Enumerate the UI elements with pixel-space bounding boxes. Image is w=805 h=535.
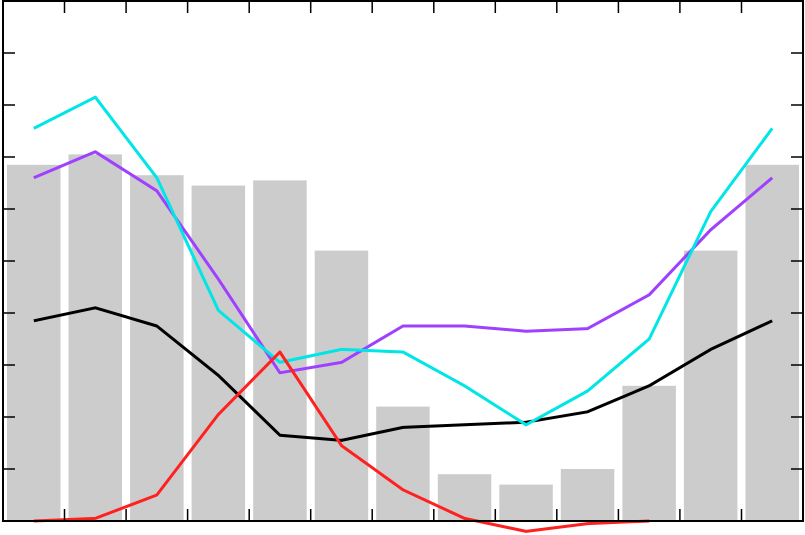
bar-8 bbox=[437, 474, 492, 521]
bar-12 bbox=[683, 250, 738, 521]
ticks-layer bbox=[3, 1, 803, 521]
bar-4 bbox=[191, 185, 246, 521]
series-line-4 bbox=[33, 350, 650, 533]
bar-1 bbox=[7, 164, 61, 522]
bar-6 bbox=[314, 250, 369, 521]
lines-layer bbox=[33, 95, 774, 533]
bar-9 bbox=[499, 484, 553, 521]
bar-10 bbox=[560, 469, 615, 521]
bar-11 bbox=[622, 385, 676, 521]
series-line-3 bbox=[33, 95, 774, 427]
bar-7 bbox=[376, 406, 430, 521]
bar-3 bbox=[130, 175, 184, 521]
bars-layer bbox=[7, 154, 799, 522]
series-line-1 bbox=[33, 306, 773, 442]
bar-2 bbox=[68, 154, 122, 521]
bar-13 bbox=[745, 164, 799, 522]
series-line-2 bbox=[33, 150, 774, 375]
